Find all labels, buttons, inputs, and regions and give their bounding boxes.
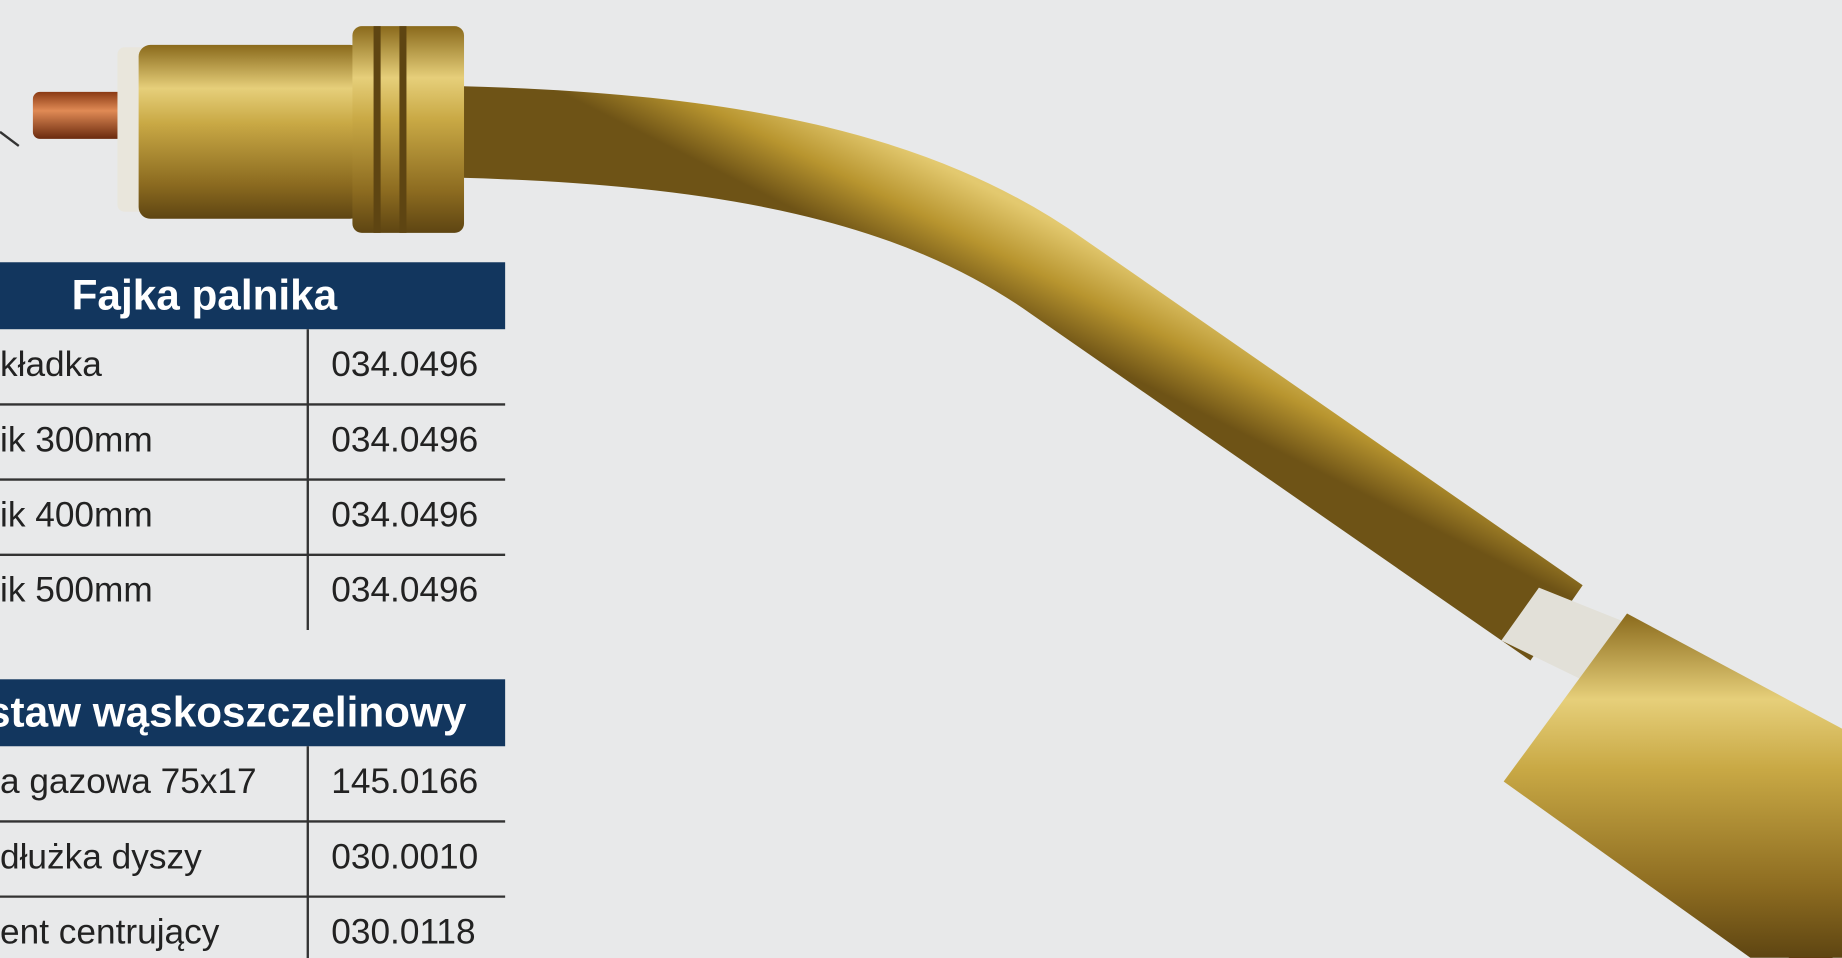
ring xyxy=(374,26,381,233)
page: {"tables":[ {"title":"Fajka palnika","ro… xyxy=(0,0,1842,958)
table-title: staw wąskoszczelinowy xyxy=(0,688,467,735)
torch-image xyxy=(0,26,1842,958)
cell-name: dłużka dyszy xyxy=(0,837,202,876)
tube xyxy=(458,132,1556,623)
cell-code: 034.0496 xyxy=(331,495,478,534)
ring xyxy=(399,26,406,233)
cell-name: kładka xyxy=(0,345,102,384)
cell-code: 030.0118 xyxy=(331,913,475,952)
tables: Fajka palnika kładka 034.0496 ik 300mm 034.0… xyxy=(0,262,505,958)
cell-code: 145.0166 xyxy=(331,762,478,801)
cell-name: ik 300mm xyxy=(0,420,153,459)
cell-name: a gazowa 75x17 xyxy=(0,762,257,801)
product-sheet: Fajka palnika kładka 034.0496 ik 300mm 034.0… xyxy=(0,0,1842,958)
nozzle-body xyxy=(139,45,362,219)
cell-code: 034.0496 xyxy=(331,345,478,384)
cell-code: 034.0496 xyxy=(331,420,478,459)
cell-name: ik 500mm xyxy=(0,571,153,610)
pointer-line xyxy=(0,132,19,146)
copper-tip xyxy=(33,92,127,139)
cell-code: 030.0010 xyxy=(331,837,478,876)
cell-name: ent centrujący xyxy=(0,913,220,952)
nozzle-collar xyxy=(352,26,464,233)
table-title: Fajka palnika xyxy=(72,271,338,318)
cell-code: 034.0496 xyxy=(331,571,478,610)
cell-name: ik 400mm xyxy=(0,495,153,534)
